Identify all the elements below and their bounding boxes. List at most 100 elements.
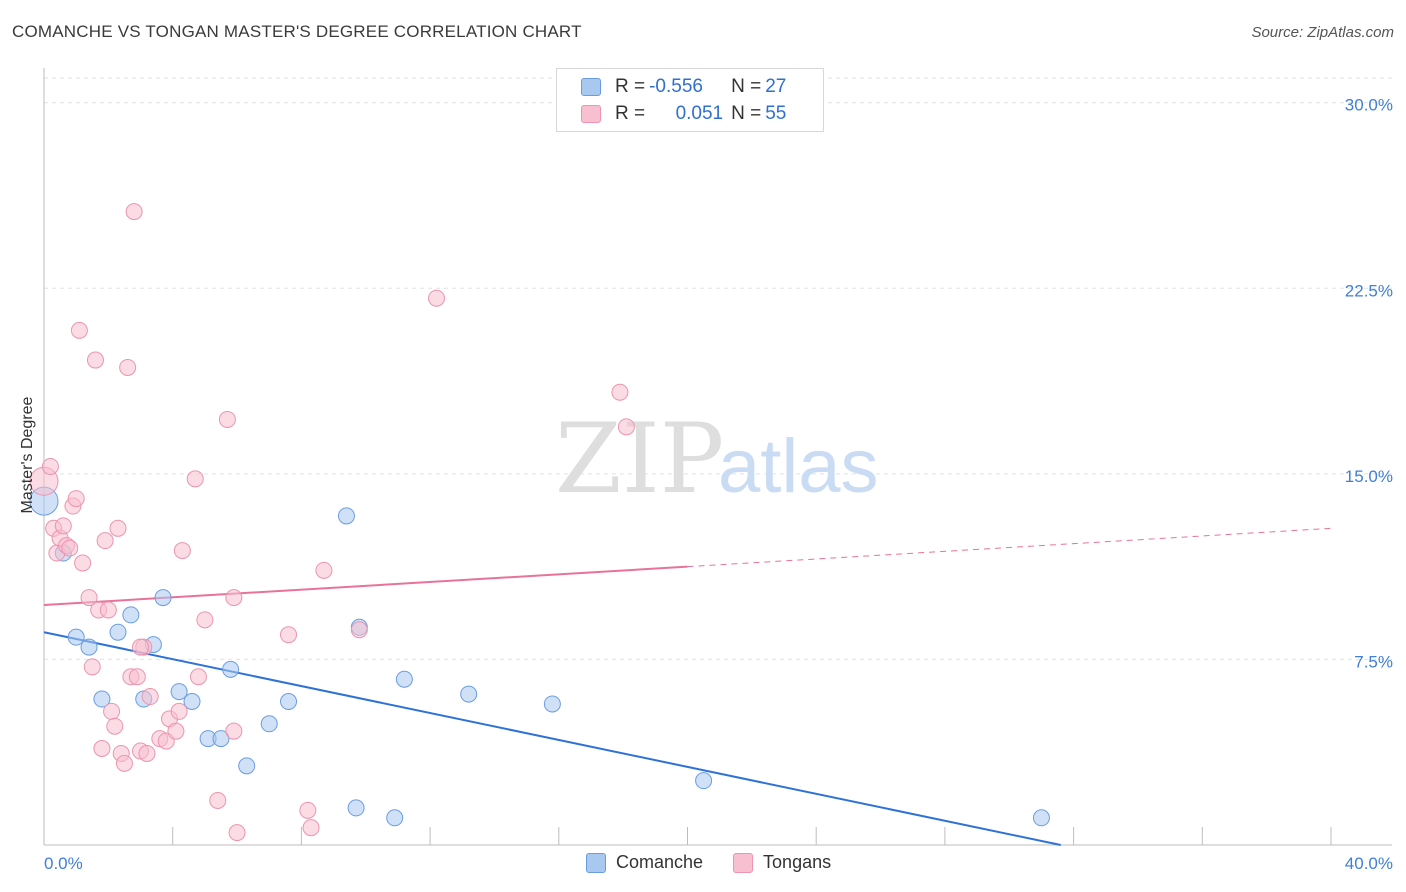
point-comanche <box>222 660 240 678</box>
point-tongans <box>109 519 127 537</box>
point-tongans <box>280 626 298 644</box>
trend-line-comanche <box>43 631 1061 846</box>
point-comanche <box>460 685 478 703</box>
legend-label-tongans: Tongans <box>763 852 832 872</box>
watermark-zip: ZIP <box>555 403 724 515</box>
point-tongans <box>299 801 317 819</box>
legend-r-label: R = <box>615 76 646 97</box>
point-tongans <box>115 754 133 772</box>
y-tick-label: 22.5% <box>1345 281 1393 300</box>
watermark: ZIP atlas <box>555 403 879 515</box>
point-tongans <box>170 702 188 720</box>
point-tongans <box>119 358 137 376</box>
legend-label-comanche: Comanche <box>616 852 704 872</box>
point-tongans <box>74 554 92 572</box>
legend-item-comanche: Comanche <box>586 852 703 873</box>
legend-r-value: -0.556 <box>649 76 703 97</box>
point-tongans <box>67 490 85 508</box>
legend-row-tongans: R = 0.051 N = 55 <box>581 102 786 126</box>
source-label: Source: ZipAtlas.com <box>1251 24 1394 41</box>
point-tongans <box>209 791 227 809</box>
point-comanche <box>347 799 365 817</box>
point-comanche <box>212 730 230 748</box>
legend-n-label: N = <box>731 76 762 97</box>
point-comanche <box>260 715 278 733</box>
point-comanche <box>122 606 140 624</box>
labels-layer: Master's Degree 0.0% 40.0% 7.5% 15.0% 22.5… <box>19 96 1393 873</box>
point-tongans <box>54 517 72 535</box>
point-comanche <box>1032 809 1050 827</box>
point-tongans <box>83 658 101 676</box>
legend-item-tongans: Tongans <box>733 852 831 873</box>
point-tongans <box>167 722 185 740</box>
point-tongans <box>96 532 114 550</box>
comanche-legend-icon <box>586 852 606 873</box>
legend-row-comanche: R = -0.556 N = 27 <box>581 75 786 99</box>
point-tongans <box>228 824 246 842</box>
trend-line-tongans <box>43 565 688 607</box>
watermark-atlas: atlas <box>718 424 879 509</box>
y-tick-label: 7.5% <box>1354 652 1393 671</box>
point-tongans <box>617 418 635 436</box>
series-legend: Comanche Tongans <box>586 852 861 873</box>
point-comanche <box>109 623 127 641</box>
trend-layer <box>43 527 1332 846</box>
tongans-legend-icon <box>733 852 754 873</box>
point-comanche <box>395 670 413 688</box>
point-comanche <box>280 692 298 710</box>
axes-layer <box>43 68 1392 846</box>
legend-r-value: 0.051 <box>675 103 724 124</box>
y-axis-title: Master's Degree <box>19 396 36 513</box>
point-tongans <box>70 321 88 339</box>
point-comanche <box>93 690 111 708</box>
point-tongans <box>141 688 159 706</box>
point-tongans <box>138 744 156 762</box>
point-comanche <box>695 772 713 790</box>
chart-title: COMANCHE VS TONGAN MASTER'S DEGREE CORRE… <box>12 22 582 41</box>
point-tongans <box>189 668 207 686</box>
point-tongans <box>106 717 124 735</box>
legend-n-label: N = <box>731 103 762 124</box>
points-layer <box>29 203 1050 842</box>
tongans-swatch-icon <box>581 105 601 123</box>
point-tongans <box>128 668 146 686</box>
correlation-legend: R = -0.556 N = 27 R = 0.051 N = 55 <box>556 68 824 132</box>
point-comanche <box>183 692 201 710</box>
point-tongans <box>61 539 79 557</box>
point-comanche <box>154 589 172 607</box>
point-comanche <box>67 628 85 646</box>
trend-line-extension-tongans <box>687 527 1332 568</box>
point-tongans <box>428 289 446 307</box>
y-tick-label: 30.0% <box>1345 96 1393 115</box>
point-tongans <box>350 621 368 639</box>
point-tongans <box>125 203 143 221</box>
point-tongans <box>173 542 191 560</box>
point-tongans <box>218 410 236 428</box>
point-tongans <box>132 638 150 656</box>
point-tongans <box>86 351 104 369</box>
point-tongans <box>103 702 121 720</box>
point-tongans <box>99 601 117 619</box>
point-tongans <box>80 589 98 607</box>
point-comanche <box>543 695 561 713</box>
point-comanche <box>80 638 98 656</box>
point-tongans <box>611 383 629 401</box>
point-tongans <box>315 561 333 579</box>
x-tick-label-max: 40.0% <box>1345 854 1393 873</box>
point-tongans <box>225 722 243 740</box>
comanche-swatch-icon <box>581 78 601 96</box>
legend-n-value: 55 <box>765 103 787 124</box>
point-comanche <box>386 809 404 827</box>
point-tongans <box>196 611 214 629</box>
grid-layer <box>44 77 1392 660</box>
point-tongans <box>302 819 320 837</box>
point-tongans <box>93 740 111 758</box>
legend-n-value: 27 <box>765 76 787 97</box>
point-comanche <box>238 757 256 775</box>
point-tongans <box>225 589 243 607</box>
legend-r-label: R = <box>615 103 646 124</box>
point-comanche <box>337 507 355 525</box>
point-tongans <box>41 457 59 475</box>
y-tick-label: 15.0% <box>1345 467 1393 486</box>
